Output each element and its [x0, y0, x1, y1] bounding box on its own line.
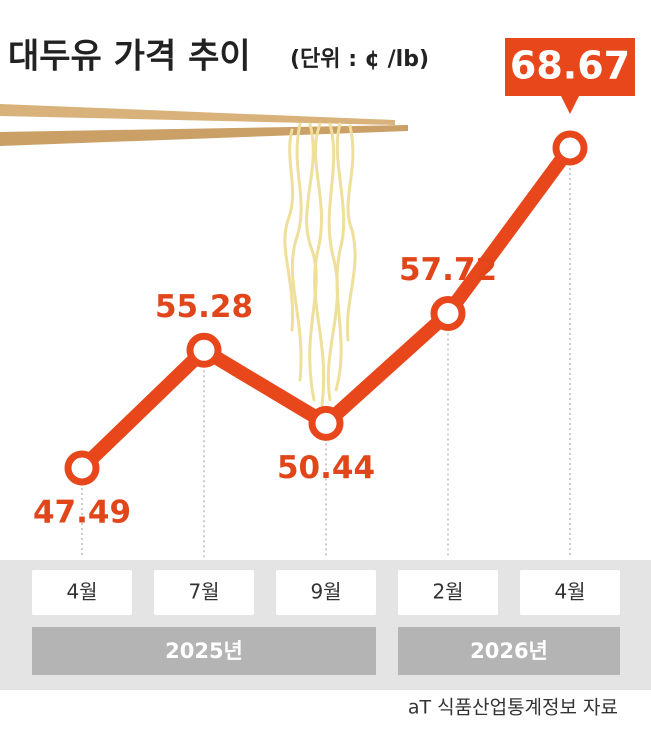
category-box: [154, 570, 254, 615]
point: [64, 450, 100, 486]
value-label: 57.72: [399, 252, 497, 288]
chart-subtitle: (단위 : ¢ /lb): [290, 47, 429, 72]
value-label: 68.67: [510, 44, 630, 88]
group-label: 2026년: [470, 639, 548, 663]
source: aT 식품산업통계정보 자료: [408, 697, 618, 719]
group-bar: [32, 627, 376, 675]
value-label: 50.44: [277, 450, 375, 486]
x-tick-label: 4월: [554, 580, 585, 604]
category-box: [32, 570, 132, 615]
x-tick-label: 9월: [310, 580, 341, 604]
point: [552, 130, 588, 166]
value-label: 55.28: [155, 289, 253, 325]
callout-box: [505, 38, 635, 114]
group-bar: [398, 627, 620, 675]
category-box: [276, 570, 376, 615]
x-tick-label: 7월: [188, 580, 219, 604]
chart-title: 대두유 가격 추이: [8, 37, 251, 77]
category-box: [520, 570, 620, 615]
point: [186, 332, 222, 368]
x-tick-label: 4월: [66, 580, 97, 604]
x-tick-label: 2월: [432, 580, 463, 604]
category-box: [398, 570, 498, 615]
chopsticks-illustration: [0, 104, 408, 146]
value-label: 47.49: [33, 495, 131, 531]
point: [308, 405, 344, 441]
plot: 4월 7월 9월 2025년 2월 4월 2026년 47.49 55.28 50.44 57.72…: [32, 38, 635, 675]
point: [430, 295, 466, 331]
noodles-illustration: [283, 122, 357, 407]
group-label: 2025년: [165, 639, 243, 663]
